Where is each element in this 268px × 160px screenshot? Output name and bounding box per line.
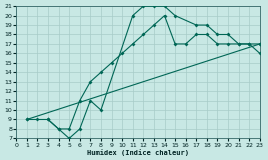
X-axis label: Humidex (Indice chaleur): Humidex (Indice chaleur) — [87, 149, 189, 156]
